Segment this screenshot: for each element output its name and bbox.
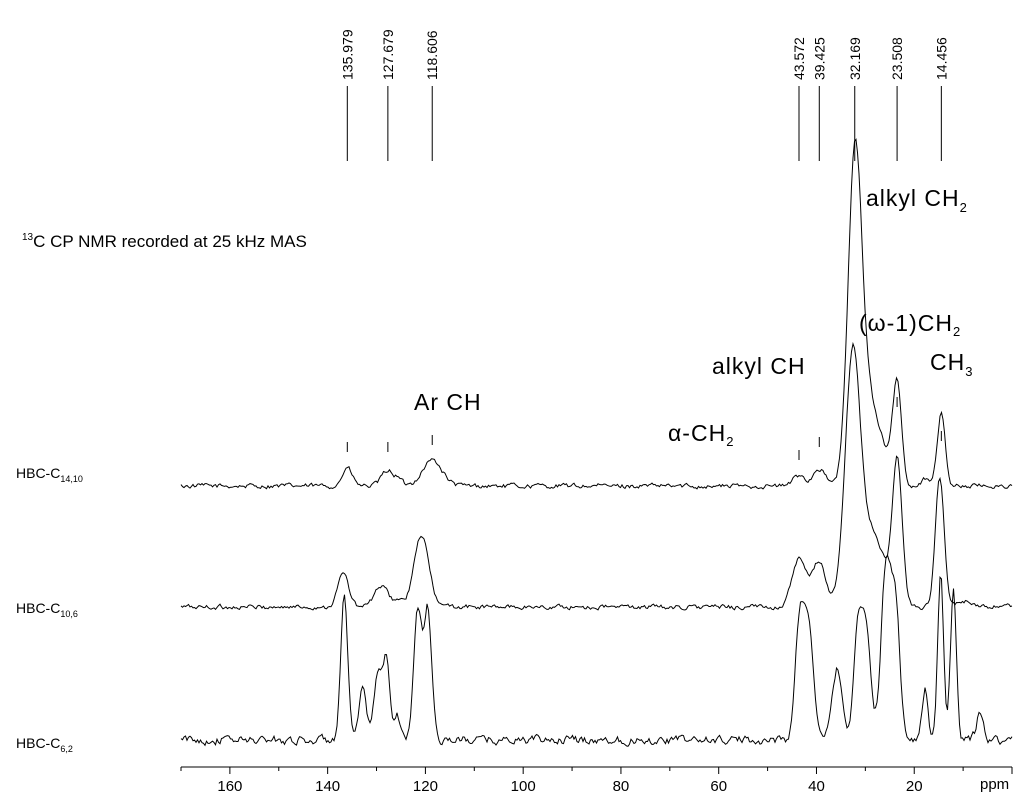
x-tick-label: 40 [808,778,825,795]
series-label-hbc-c6-2: HBC-C6,2 [16,735,73,754]
x-tick-label: 140 [315,778,340,795]
x-tick-label: 100 [511,778,536,795]
peak-position-labels: 135.979 127.679 118.606 43.572 39.425 32.169 2… [339,29,949,161]
spectrum-trace-2 [180,341,1013,611]
x-axis: ppm 160 140 120 100 80 60 40 20 [180,766,1013,795]
subtitle-text: C CP NMR recorded at 25 kHz MAS [33,232,307,251]
peak-tick-marks [346,397,942,460]
series-label-hbc-c10-6: HBC-C10,6 [16,600,78,619]
annotation-alkyl-ch2: alkyl CH2 [866,185,968,215]
x-tick-label: 20 [906,778,923,795]
annotation-omega-ch2: (ω-1)CH2 [859,310,961,339]
annotation-ch3: CH3 [930,349,973,379]
peak-position-label: 135.979 [339,29,355,80]
peak-position-label: 43.572 [791,37,807,80]
series-labels: HBC-C14,10 HBC-C10,6 HBC-C6,2 [16,465,83,754]
peak-position-label: 118.606 [424,30,440,80]
peak-position-label: 14.456 [933,37,949,80]
x-tick-label: 120 [413,778,438,795]
series-label-hbc-c14-10: HBC-C14,10 [16,465,83,484]
peak-position-label: 127.679 [380,29,396,80]
annotation-alkyl-ch: alkyl CH [712,353,806,379]
peak-position-label: 23.508 [889,37,905,80]
x-tick-label: 160 [217,778,242,795]
chart-subtitle: 13C CP NMR recorded at 25 kHz MAS [22,232,307,251]
peak-position-label: 39.425 [811,37,827,80]
peak-annotations: Ar CH α-CH2 alkyl CH alkyl CH2 (ω-1)CH2 … [414,185,973,449]
x-axis-label: ppm [980,776,1009,793]
peak-position-label: 32.169 [847,37,863,80]
spectrum-trace-3 [180,553,1013,747]
x-tick-label: 60 [710,778,727,795]
x-tick-label: 80 [613,778,630,795]
spectrum-trace-1 [180,138,1013,490]
annotation-ar-ch: Ar CH [414,389,482,415]
annotation-alpha-ch2: α-CH2 [668,420,734,449]
subtitle-superscript: 13 [22,232,34,243]
spectrum-traces [180,138,1013,747]
